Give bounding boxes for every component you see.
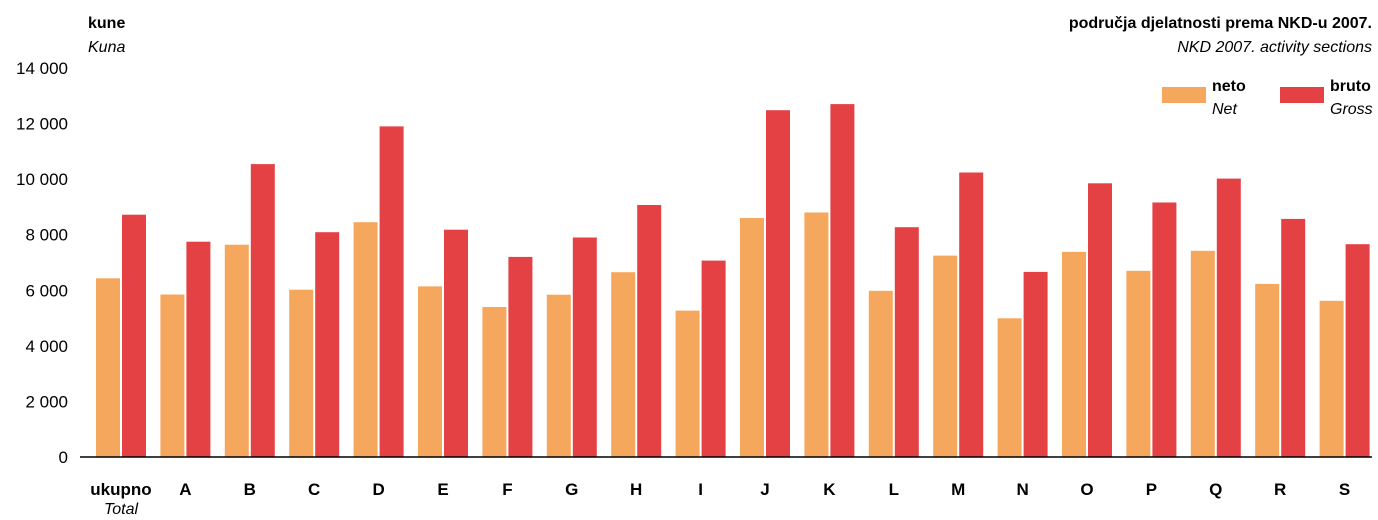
- x-tick-label-r: R: [1274, 480, 1286, 499]
- x-tick-label-total: Total: [104, 501, 139, 518]
- bar-bruto-ukupno: [122, 214, 146, 457]
- x-tick-label-k: K: [823, 480, 836, 499]
- legend-label-bruto: bruto: [1330, 78, 1371, 95]
- x-tick-label-e: E: [437, 480, 448, 499]
- y-tick-label: 2 000: [25, 392, 68, 411]
- x-tick-label-q: Q: [1209, 480, 1222, 499]
- legend-label-neto: neto: [1212, 78, 1246, 95]
- bar-neto-g: [546, 294, 571, 457]
- x-tick-label-i: I: [698, 480, 703, 499]
- y-tick-label: 4 000: [25, 337, 68, 356]
- x-axis-title: područja djelatnosti prema NKD-u 2007.: [1069, 15, 1372, 32]
- bar-bruto-q: [1216, 178, 1241, 457]
- legend-label-gross: Gross: [1330, 101, 1373, 118]
- bar-bruto-l: [894, 227, 919, 457]
- bar-neto-b: [224, 244, 249, 457]
- x-tick-label-j: J: [760, 480, 769, 499]
- bar-bruto-i: [701, 260, 726, 457]
- bar-neto-m: [933, 255, 958, 457]
- bar-neto-j: [740, 218, 764, 457]
- y-axis-title-english: Kuna: [88, 39, 125, 56]
- bar-bruto-d: [379, 126, 404, 458]
- bar-neto-a: [160, 294, 185, 457]
- bar-bruto-g: [572, 237, 597, 457]
- x-tick-label-l: L: [889, 480, 899, 499]
- legend-swatch-neto: [1162, 87, 1206, 103]
- x-tick-label-g: G: [565, 480, 578, 499]
- bar-bruto-m: [959, 172, 984, 457]
- bar-bruto-j: [766, 110, 790, 457]
- x-tick-label-a: A: [179, 480, 191, 499]
- x-tick-label-c: C: [308, 480, 320, 499]
- y-axis: 0 2 000 4 000 6 000 8 000 10 000 12 000 14 000: [16, 59, 68, 467]
- bar-bruto-s: [1345, 244, 1370, 457]
- bar-bruto-n: [1023, 271, 1048, 457]
- x-tick-label-d: D: [372, 480, 384, 499]
- bar-bruto-r: [1281, 218, 1306, 457]
- x-tick-label-p: P: [1146, 480, 1157, 499]
- bar-neto-p: [1126, 270, 1151, 457]
- bar-neto-f: [482, 307, 507, 457]
- bars: [96, 104, 1370, 458]
- bar-bruto-f: [508, 256, 533, 457]
- x-tick-label-s: S: [1339, 480, 1350, 499]
- bar-neto-n: [997, 318, 1022, 457]
- legend-swatch-bruto: [1280, 87, 1324, 103]
- bar-neto-r: [1255, 283, 1280, 457]
- bar-neto-o: [1062, 251, 1086, 457]
- bar-bruto-k: [830, 104, 855, 457]
- y-axis-title: kune: [88, 15, 125, 32]
- bar-bruto-p: [1152, 202, 1177, 457]
- bar-bruto-a: [186, 241, 211, 457]
- bar-bruto-e: [444, 229, 468, 457]
- bar-neto-ukupno: [96, 278, 120, 457]
- y-tick-label: 6 000: [25, 281, 68, 300]
- legend: neto Net bruto Gross: [1162, 78, 1373, 118]
- bar-bruto-o: [1088, 183, 1112, 458]
- x-tick-label-ukupno: ukupno: [90, 480, 151, 499]
- y-tick-label: 10 000: [16, 170, 68, 189]
- bar-neto-h: [611, 272, 636, 457]
- bar-neto-e: [418, 286, 442, 457]
- y-tick-label: 0: [59, 448, 68, 467]
- bar-neto-d: [353, 222, 378, 457]
- legend-label-net: Net: [1212, 101, 1237, 118]
- x-axis: ukupno A B C D E F G H I J K L M N O P Q R S: [90, 480, 1350, 499]
- bar-neto-c: [289, 289, 314, 457]
- x-tick-label-h: H: [630, 480, 642, 499]
- bar-neto-i: [675, 310, 700, 457]
- y-tick-label: 14 000: [16, 59, 68, 78]
- bar-neto-s: [1319, 300, 1344, 457]
- y-tick-label: 8 000: [25, 226, 68, 245]
- bar-bruto-c: [315, 232, 340, 457]
- bar-neto-q: [1190, 250, 1215, 457]
- x-tick-label-o: O: [1080, 480, 1093, 499]
- bar-bruto-b: [250, 164, 275, 457]
- bar-neto-k: [804, 212, 829, 457]
- x-tick-label-m: M: [951, 480, 965, 499]
- x-tick-label-b: B: [244, 480, 256, 499]
- x-axis-title-english: NKD 2007. activity sections: [1177, 39, 1372, 56]
- y-tick-label: 12 000: [16, 115, 68, 134]
- x-tick-label-n: N: [1016, 480, 1028, 499]
- bar-bruto-h: [637, 205, 662, 457]
- x-tick-label-f: F: [502, 480, 512, 499]
- bar-neto-l: [868, 290, 893, 457]
